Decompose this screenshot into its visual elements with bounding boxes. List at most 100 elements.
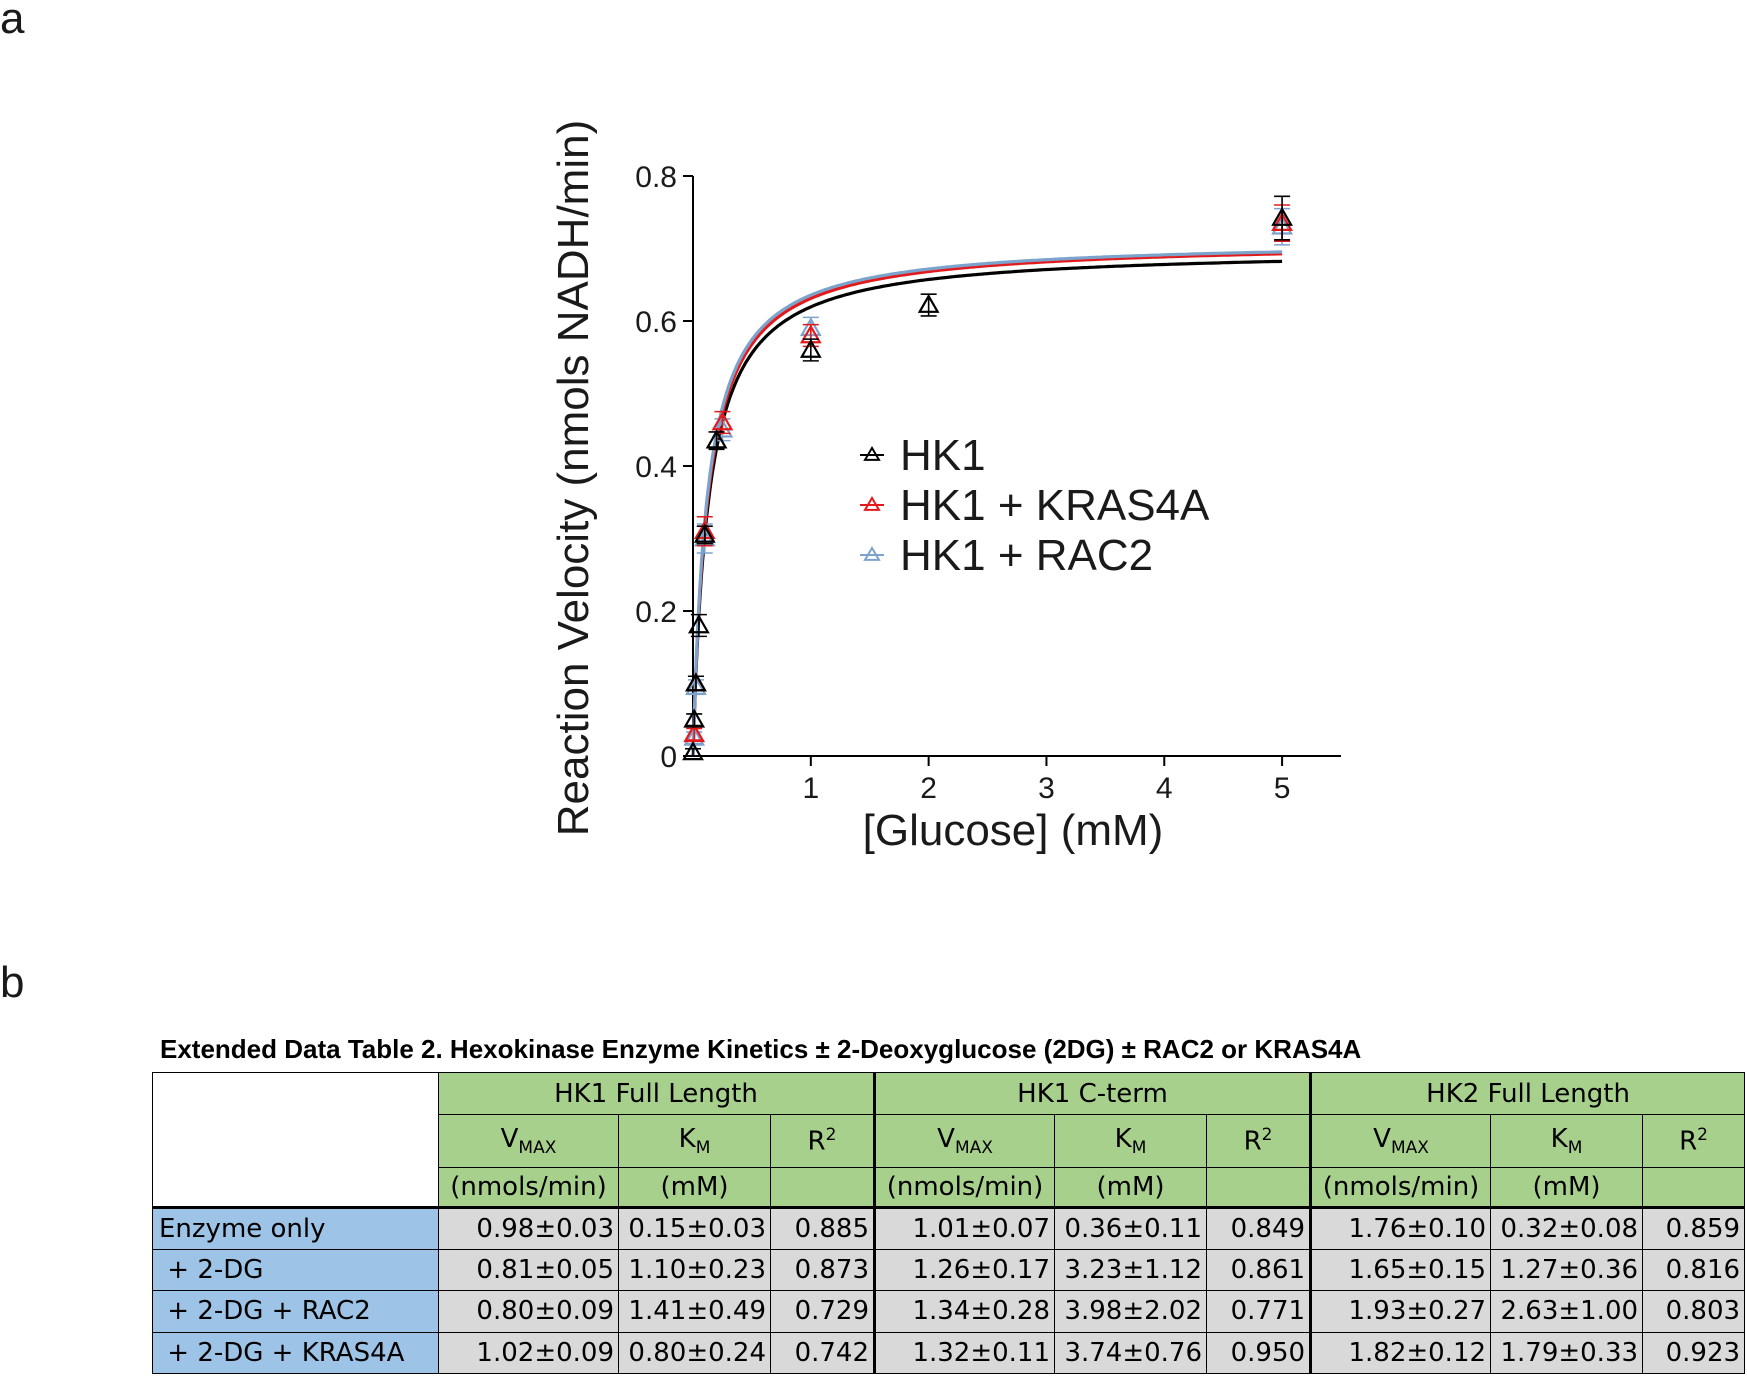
data-point-marker [705,429,728,449]
unit-header: (mM) [618,1166,771,1209]
table-cell: 1.27±0.36 [1490,1248,1644,1292]
table-cell: 1.10±0.23 [618,1248,771,1292]
table-cell: 0.81±0.05 [438,1248,619,1292]
legend-label: HK1 + RAC2 [900,531,1153,580]
row-label: + 2-DG + RAC2 [152,1290,439,1333]
y-tick-label: 0 [660,741,677,774]
param-header: KM [1054,1114,1208,1168]
panel-label-a: a [0,0,25,43]
table-cell: 1.65±0.15 [1309,1248,1492,1292]
table-cell: 1.79±0.33 [1490,1331,1644,1375]
row-label: + 2-DG + KRAS4A [152,1331,439,1375]
table-cell: 1.26±0.17 [873,1248,1056,1292]
table-cell: 0.36±0.11 [1054,1206,1208,1250]
y-tick-label: 0.2 [635,596,677,629]
x-tick-label: 3 [1038,772,1055,805]
table-cell: 0.32±0.08 [1490,1206,1644,1250]
param-symbol: K [1550,1124,1568,1155]
data-point-marker [682,741,704,761]
data-point-marker [685,672,707,692]
table-cell: 0.98±0.03 [438,1206,619,1250]
param-header: VMAX [873,1114,1056,1168]
table-cell: 0.885 [769,1206,876,1250]
table-cell: 0.80±0.09 [438,1290,619,1333]
unit-header [1642,1166,1746,1209]
kinetics-table: HK1 Full Length HK1 C-term HK2 Full Length… [152,1071,1746,1375]
param-subscript: M [695,1138,711,1159]
data-point-marker [711,411,734,431]
data-point-marker [683,708,706,728]
table-corner [152,1071,439,1209]
table-cell: 0.803 [1642,1290,1746,1333]
group-header: HK1 Full Length [437,1071,876,1116]
y-tick-label: 0.6 [635,306,677,339]
table-cell: 0.729 [769,1290,876,1333]
param-symbol: R [807,1127,826,1157]
param-header: KM [1490,1114,1644,1168]
panel-label-b: b [0,958,25,1007]
unit-header [769,1166,876,1209]
row-label: + 2-DG [152,1248,439,1292]
param-subscript: 2 [1261,1125,1273,1146]
param-header: R2 [769,1114,876,1168]
unit-header: (mM) [1490,1166,1644,1209]
row-label: Enzyme only [152,1206,439,1250]
table-cell: 0.873 [769,1248,876,1292]
table-cell: 3.98±2.02 [1054,1290,1208,1333]
param-symbol: K [678,1124,696,1155]
table-cell: 0.15±0.03 [618,1206,771,1250]
data-points [682,195,1293,761]
param-header: KM [618,1114,771,1168]
table-cell: 1.76±0.10 [1309,1206,1492,1250]
table-cell: 0.950 [1206,1331,1312,1375]
table-cell: 0.859 [1642,1206,1746,1250]
param-symbol: V [500,1124,519,1155]
group-header: HK2 Full Length [1309,1071,1746,1116]
table-row: + 2-DG + RAC2 0.80±0.09 1.41±0.49 0.729 1.34… [152,1290,1746,1333]
table-cell: 1.93±0.27 [1309,1290,1492,1333]
table-cell: 1.34±0.28 [873,1290,1056,1333]
param-header: R2 [1206,1114,1312,1168]
y-tick-label: 0.8 [635,161,677,194]
unit-header: (nmols/min) [1309,1166,1492,1209]
x-axis-label: [Glucose] (mM) [863,806,1164,855]
param-symbol: R [1243,1127,1262,1157]
x-tick-label: 5 [1274,772,1291,805]
table-cell: 2.63±1.00 [1490,1290,1644,1333]
table-cell: 3.74±0.76 [1054,1331,1208,1375]
data-point-marker [917,293,940,313]
param-subscript: MAX [1390,1138,1429,1159]
unit-header: (mM) [1054,1166,1208,1209]
data-point-marker [685,675,707,695]
legend-marker [863,496,881,511]
param-subscript: M [1131,1138,1147,1159]
unit-header: (nmols/min) [873,1166,1056,1209]
legend-label: HK1 + KRAS4A [900,481,1210,530]
table-cell: 0.742 [769,1331,876,1375]
legend-marker [863,446,881,461]
data-point-marker [693,523,716,543]
table-cell: 0.861 [1206,1248,1312,1292]
y-tick-label: 0.4 [635,451,677,484]
table-cell: 0.923 [1642,1331,1746,1375]
param-header: R2 [1642,1114,1746,1168]
table-cell: 0.771 [1206,1290,1312,1333]
data-point-marker [683,723,706,743]
table-cell: 1.01±0.07 [873,1206,1056,1250]
table-cell: 0.816 [1642,1248,1746,1292]
table-cell: 1.02±0.09 [438,1331,619,1375]
param-symbol: R [1679,1127,1698,1157]
group-header: HK1 C-term [873,1071,1312,1116]
y-axis-label: Reaction Velocity (nmols NADH/min) [549,120,598,836]
table-row: + 2-DG 0.81±0.05 1.10±0.23 0.873 1.26±0.17 3.… [152,1248,1746,1292]
data-point-marker [1271,206,1293,226]
legend-label: HK1 [900,431,986,480]
table-cell: 0.80±0.24 [618,1331,771,1375]
table-cell: 1.82±0.12 [1309,1331,1492,1375]
param-symbol: K [1114,1124,1132,1155]
x-tick-label: 1 [802,772,819,805]
table-cell: 0.849 [1206,1206,1312,1250]
x-tick-label: 2 [920,772,937,805]
